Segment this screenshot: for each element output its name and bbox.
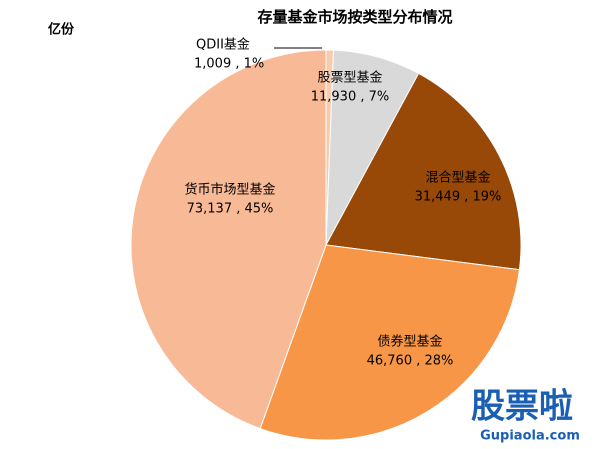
slice-label: 货币市场型基金 (184, 182, 275, 198)
value-label: 1,009 , 1% (194, 57, 264, 72)
value-label: 11,930 , 7% (311, 90, 390, 105)
value-label: 31,449 , 19% (415, 190, 502, 205)
pie (130, 49, 522, 441)
slice-label: QDII基金 (196, 37, 250, 53)
unit-label: 亿份 (48, 22, 75, 38)
labels: QDII基金 1,009 , 1% 股票型基金 11,930 , 7% 混合型基金 31,… (184, 37, 501, 369)
slice-label: 债券型基金 (377, 334, 442, 350)
chart-title: 存量基金市场按类型分布情况 (257, 8, 452, 26)
value-label: 73,137 , 45% (187, 202, 274, 217)
pie-slice (130, 49, 327, 430)
slice-label: 混合型基金 (425, 170, 490, 186)
pie-slice (259, 244, 520, 441)
slice-label: 股票型基金 (317, 70, 382, 86)
watermark-site: Gupiaola.com (480, 429, 580, 444)
pie-slice (325, 72, 522, 271)
watermark-brand: 股票啦 (471, 387, 573, 427)
value-label: 46,760 , 28% (367, 354, 454, 369)
